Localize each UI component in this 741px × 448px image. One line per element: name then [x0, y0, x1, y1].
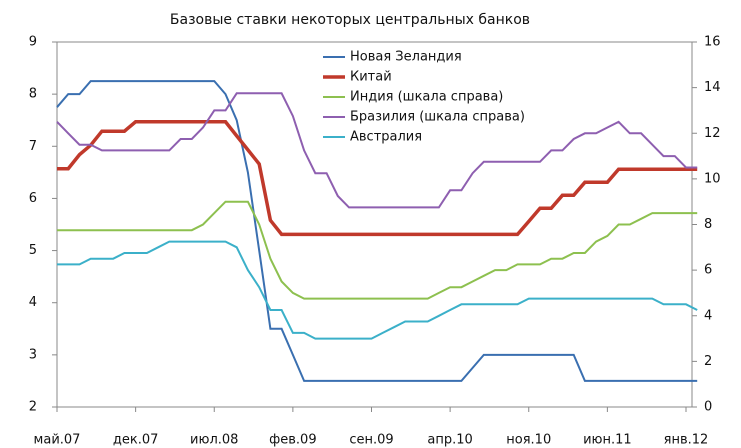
y2-tick-label: 6 — [704, 263, 712, 278]
x-tick-label: дек.07 — [113, 433, 159, 448]
legend-label: Бразилия (шкала справа) — [350, 110, 525, 125]
y2-tick-label: 12 — [704, 126, 721, 141]
legend-label: Индия (шкала справа) — [350, 90, 503, 105]
y-tick-label: 5 — [29, 243, 37, 258]
x-tick-label: сен.09 — [349, 433, 393, 448]
legend-label: Австралия — [350, 130, 422, 145]
x-tick-label: июн.11 — [583, 433, 632, 448]
series-line — [56, 92, 698, 209]
y2-tick-label: 2 — [704, 354, 712, 369]
x-tick-label: янв.12 — [664, 433, 709, 448]
x-tick-label: июл.08 — [190, 433, 238, 448]
y2-tick-label: 16 — [704, 35, 721, 50]
y2-tick-label: 8 — [704, 217, 712, 232]
y2-tick-label: 14 — [704, 80, 721, 95]
x-tick-label: фев.09 — [269, 433, 316, 448]
y2-tick-label: 10 — [704, 171, 721, 186]
y-tick-label: 8 — [29, 87, 37, 102]
legend-label: Новая Зеландия — [350, 50, 462, 65]
y2-tick-label: 4 — [704, 308, 712, 323]
y2-tick-label: 0 — [704, 400, 712, 415]
y-tick-label: 7 — [29, 139, 37, 154]
y-tick-label: 4 — [29, 295, 37, 310]
y-tick-label: 6 — [29, 191, 37, 206]
series-line — [57, 120, 698, 237]
series-line — [56, 80, 698, 382]
y-tick-label: 2 — [29, 400, 37, 415]
chart-title: Базовые ставки некоторых центральных бан… — [170, 12, 530, 28]
legend-label: Китай — [350, 70, 392, 85]
x-tick-label: апр.10 — [427, 433, 472, 448]
x-tick-label: май.07 — [34, 433, 81, 448]
series-line — [57, 240, 698, 340]
y-tick-label: 3 — [29, 347, 37, 362]
x-tick-label: ноя.10 — [506, 433, 551, 448]
series-line — [57, 200, 698, 300]
y-tick-label: 9 — [29, 35, 37, 50]
